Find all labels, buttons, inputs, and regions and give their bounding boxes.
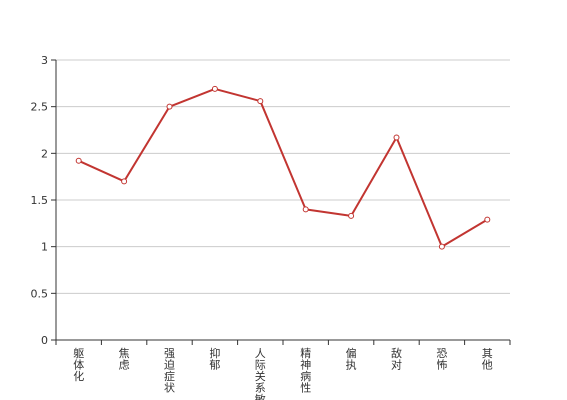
data-point[interactable] — [121, 178, 128, 185]
data-point[interactable] — [257, 98, 264, 105]
data-point[interactable] — [393, 134, 400, 141]
x-tick-label: 敌对 — [391, 346, 402, 372]
data-point[interactable] — [438, 243, 445, 250]
data-point[interactable] — [348, 212, 355, 219]
x-tick-label: 人际关系敏感 — [255, 347, 266, 400]
y-tick-label: 2.5 — [31, 101, 49, 114]
x-tick-label: 精神病性 — [300, 347, 311, 395]
x-tick-label: 强迫症状 — [164, 347, 175, 395]
x-tick-label: 其他 — [482, 347, 493, 372]
x-axis-ticks: 躯体化 焦虑 强迫症状 抑郁 人际关系敏感 精神病性 偏执 敌对 恐怖 其他 — [55, 340, 511, 400]
x-tick-label: 焦虑 — [119, 347, 130, 372]
x-tick-label: 偏执 — [346, 346, 357, 372]
y-tick-label: 0.5 — [31, 287, 49, 300]
series-line — [78, 87, 488, 248]
data-point[interactable] — [484, 216, 491, 223]
data-point[interactable] — [211, 85, 218, 92]
data-point[interactable] — [302, 206, 309, 213]
data-point[interactable] — [166, 103, 173, 110]
data-point-markers — [75, 85, 491, 250]
y-tick-label: 0 — [41, 334, 48, 347]
x-tick-label: 躯体化 — [73, 347, 84, 383]
y-axis-ticks: 0 0.5 1 1.5 2 2.5 3 — [31, 54, 56, 347]
data-point[interactable] — [75, 157, 82, 164]
series-line-group — [78, 87, 488, 248]
y-tick-label: 2 — [41, 147, 48, 160]
y-tick-label: 1.5 — [31, 194, 49, 207]
gridlines — [56, 59, 510, 294]
x-tick-label: 恐怖 — [436, 347, 447, 372]
x-tick-label: 抑郁 — [209, 346, 220, 372]
y-tick-label: 1 — [41, 241, 48, 254]
y-tick-label: 3 — [41, 54, 48, 67]
